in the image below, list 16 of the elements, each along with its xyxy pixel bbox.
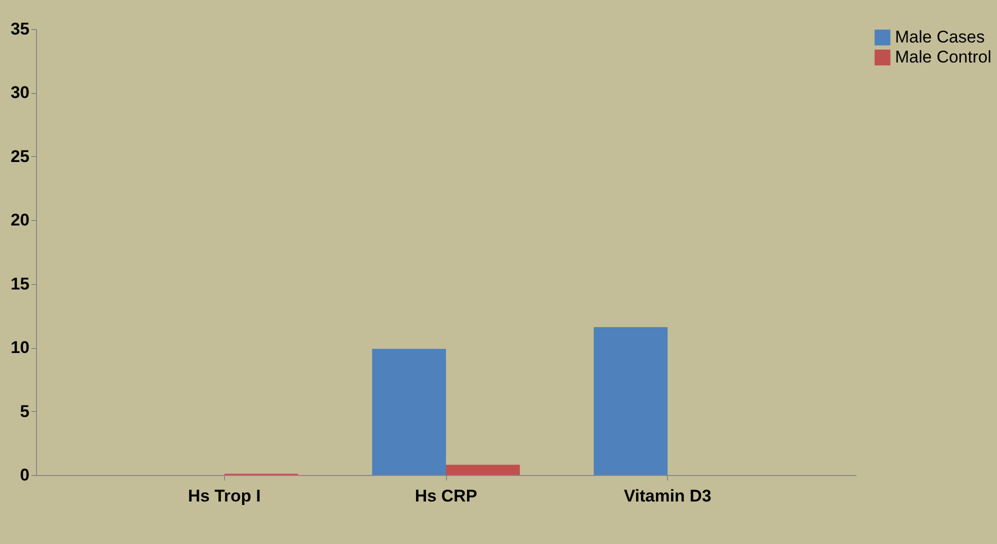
legend-label: Male Control (895, 48, 992, 66)
y-tick-label: 25 (10, 146, 30, 166)
y-tick-label: 20 (10, 210, 30, 230)
x-tick-label: Vitamin D3 (624, 486, 712, 506)
legend-label: Male Cases (895, 28, 985, 46)
bar (594, 327, 668, 475)
y-tick-label: 0 (20, 466, 30, 484)
y-tick-label: 30 (10, 83, 30, 102)
bar (446, 464, 520, 475)
y-tick-label: 5 (20, 402, 30, 421)
bar (372, 348, 446, 475)
x-tick-label: Hs CRP (414, 486, 478, 506)
y-tick-label: 15 (10, 274, 30, 294)
y-tick-label: 10 (10, 338, 30, 358)
y-tick-label: 35 (10, 20, 30, 38)
x-tick-label: Hs Trop I (188, 486, 261, 506)
